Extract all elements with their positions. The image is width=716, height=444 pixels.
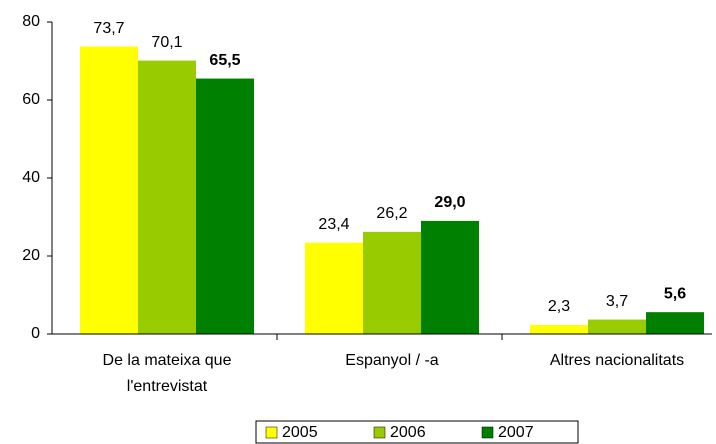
bar (421, 220, 479, 334)
value-label: 5,6 (664, 285, 686, 302)
bar (80, 46, 138, 334)
legend-label: 2006 (390, 424, 426, 441)
bar (363, 231, 421, 334)
value-label: 26,2 (376, 205, 407, 222)
bar (588, 319, 646, 334)
legend-swatch (373, 426, 386, 439)
value-label: 23,4 (318, 216, 349, 233)
bar (138, 60, 196, 335)
legend-box (255, 420, 579, 444)
bar (196, 78, 254, 334)
bar (646, 312, 704, 334)
value-label: 70,1 (151, 34, 182, 51)
legend-label: 2005 (282, 424, 318, 441)
x-tick-label: Espanyol / -a (345, 352, 439, 369)
y-tick-label: 60 (22, 91, 40, 108)
legend-label: 2007 (498, 424, 534, 441)
bar (530, 325, 588, 334)
legend-swatch (481, 426, 494, 439)
legend-swatch (265, 426, 278, 439)
y-tick-label: 40 (22, 169, 40, 186)
y-tick-label: 20 (22, 247, 40, 264)
value-label: 29,0 (434, 194, 465, 211)
x-tick-label: De la mateixa que l'entrevistat (102, 352, 232, 395)
y-tick-label: 0 (31, 325, 40, 342)
x-tick-label: Altres nacionalitats (549, 352, 685, 369)
value-label: 2,3 (548, 298, 570, 315)
value-label: 65,5 (209, 52, 240, 69)
bar (305, 242, 363, 334)
value-label: 73,7 (93, 20, 124, 37)
value-label: 3,7 (606, 293, 628, 310)
y-tick-label: 80 (22, 13, 40, 30)
